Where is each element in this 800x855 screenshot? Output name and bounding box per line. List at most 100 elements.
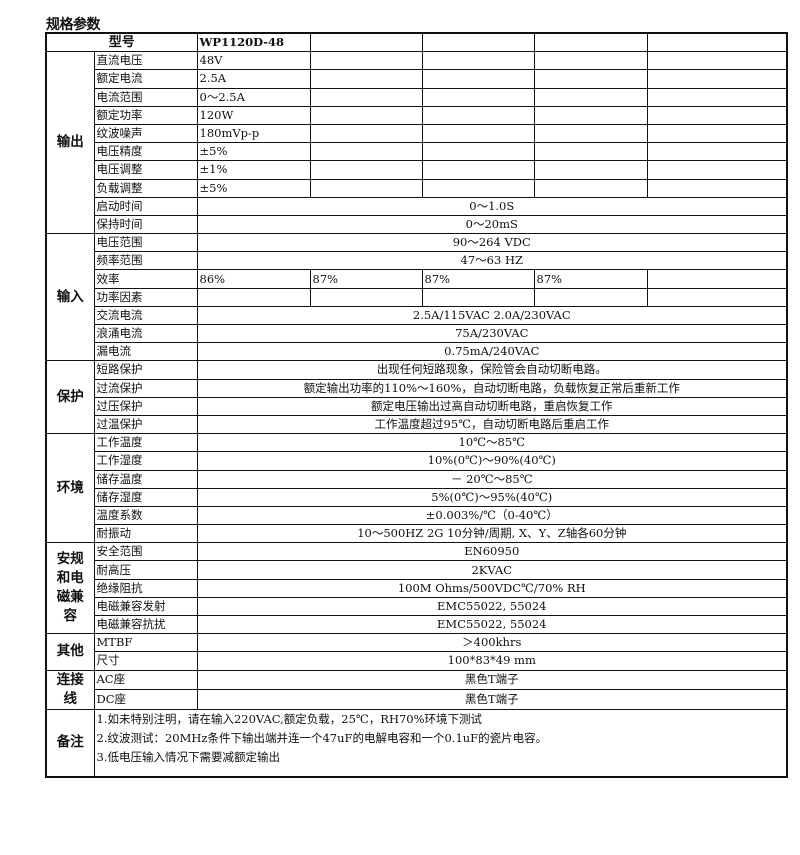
notes-row: 备注 1.如未特别注明，请在输入220VAC,额定负载，25℃，RH70%环境下测… xyxy=(45,708,788,778)
param-value-cell: 86% xyxy=(196,269,311,289)
param-value-cell xyxy=(309,105,423,125)
spec-row: 电流范围 0～2.5A xyxy=(46,87,788,107)
param-value-cell xyxy=(533,87,648,107)
spec-row: 额定电流 2.5A xyxy=(46,69,788,89)
spec-row: 耐振动 10～500HZ 2G 10分钟/周期, X、Y、Z轴各60分钟 xyxy=(46,524,788,544)
spec-row: 过压保护 额定电压输出过高自动切断电路，重启恢复工作 xyxy=(46,396,788,416)
spec-row: 电压精度 ±5% xyxy=(46,142,788,162)
spec-row: 保护 短路保护 出现任何短路现象，保险管会自动切断电路。 xyxy=(45,360,788,435)
notes-content: 1.如未特别注明，请在输入220VAC,额定负载，25℃，RH70%环境下测试 2… xyxy=(93,708,788,778)
param-value: 100*83*49 mm xyxy=(196,651,788,671)
param-value-cell xyxy=(309,69,423,89)
param-value-cell xyxy=(533,160,648,180)
param-label: 功率因素 xyxy=(93,287,198,307)
spec-row: 纹波噪声 180mVp-p xyxy=(46,123,788,144)
param-value-cell xyxy=(309,51,423,71)
spec-row: 尺寸 100*83*49 mm xyxy=(46,651,788,671)
param-value-cell xyxy=(646,142,788,162)
param-value-cell xyxy=(421,123,535,144)
param-label: DC座 xyxy=(93,689,198,710)
param-label: AC座 xyxy=(93,669,198,691)
param-label: 短路保护 xyxy=(93,360,198,380)
spec-row: 温度系数 ±0.003%/℃（0-40℃） xyxy=(46,505,788,526)
param-value: 额定电压输出过高自动切断电路，重启恢复工作 xyxy=(196,396,788,416)
note-line: 2.纹波测试：20MHz条件下输出端并连一个47uF的电解电容和一个0.1uF的… xyxy=(96,730,548,745)
model-name-cell xyxy=(533,32,648,53)
param-label: 直流电压 xyxy=(93,51,198,71)
param-value: 75A/230VAC xyxy=(196,323,788,344)
group-label: 保护 xyxy=(45,360,95,435)
spec-row: 耐高压 2KVAC xyxy=(46,560,788,580)
param-value: ±0.003%/℃（0-40℃） xyxy=(196,505,788,526)
param-label: 过压保护 xyxy=(93,396,198,416)
param-value-cell xyxy=(646,269,788,289)
param-value: － 20℃～85℃ xyxy=(196,469,788,489)
param-value-cell xyxy=(533,142,648,162)
param-label: 尺寸 xyxy=(93,651,198,671)
param-value-cell xyxy=(646,87,788,107)
param-value: 0～1.0S xyxy=(196,196,788,216)
param-label: 储存温度 xyxy=(93,469,198,489)
spec-row: 过流保护 额定输出功率的110%～160%，自动切断电路，负载恢复正常后重新工作 xyxy=(46,378,788,398)
spec-row: 环境 工作温度 10℃～85℃ xyxy=(45,433,788,544)
param-label: 工作温度 xyxy=(93,433,198,453)
model-name-cell xyxy=(309,32,423,53)
param-value: 2.5A/115VAC 2.0A/230VAC xyxy=(196,305,788,326)
param-value-cell xyxy=(421,287,535,307)
spec-row: 浪涌电流 75A/230VAC xyxy=(46,323,788,344)
param-value-cell xyxy=(309,142,423,162)
param-value-cell: 2.5A xyxy=(196,69,311,89)
param-label: 安全范围 xyxy=(93,542,198,562)
param-label: 电压调整 xyxy=(93,160,198,180)
param-label: 工作湿度 xyxy=(93,451,198,471)
param-value: 黑色T端子 xyxy=(196,689,788,710)
param-label: 频率范围 xyxy=(93,251,198,271)
group-label: 安规和电磁兼容 xyxy=(45,542,95,635)
param-value: 出现任何短路现象，保险管会自动切断电路。 xyxy=(196,360,788,380)
model-name-cell xyxy=(421,32,535,53)
group-label: 输出 xyxy=(45,51,95,235)
param-value-cell xyxy=(421,160,535,180)
spec-row: 功率因素 xyxy=(46,287,788,307)
param-label: 启动时间 xyxy=(93,196,198,216)
param-value-cell xyxy=(533,123,648,144)
param-value-cell xyxy=(309,287,423,307)
model-name-cell xyxy=(646,32,788,53)
param-value: 90～264 VDC xyxy=(196,233,788,253)
param-value: 2KVAC xyxy=(196,560,788,580)
spec-table: 型号 WP1120D-48 输出 直流电压 48V 额定电流 2.5A 电流范围 0～2.5A 额… xyxy=(45,32,789,778)
param-value-cell xyxy=(646,178,788,198)
param-label: 电流范围 xyxy=(93,87,198,107)
param-label: 绝缘阻抗 xyxy=(93,578,198,598)
param-value-cell xyxy=(309,178,423,198)
spec-row: 交流电流 2.5A/115VAC 2.0A/230VAC xyxy=(46,305,788,326)
spec-row: DC座 黑色T端子 xyxy=(46,689,788,710)
param-value-cell xyxy=(421,105,535,125)
group-label: 环境 xyxy=(45,433,95,544)
param-value: EMC55022, 55024 xyxy=(196,596,788,617)
spec-row: 安规和电磁兼容 安全范围 EN60950 xyxy=(45,542,788,635)
spec-row: 保持时间 0～20mS xyxy=(46,214,788,235)
param-value-cell xyxy=(646,105,788,125)
param-value: 黑色T端子 xyxy=(196,669,788,691)
param-value-cell xyxy=(646,160,788,180)
spec-row: 电磁兼容发射 EMC55022, 55024 xyxy=(46,596,788,617)
param-value: ＞400khrs xyxy=(196,633,788,653)
param-label: 额定电流 xyxy=(93,69,198,89)
spec-row: 其他 MTBF ＞400khrs xyxy=(45,633,788,671)
param-value-cell xyxy=(309,123,423,144)
spec-row: 额定功率 120W xyxy=(46,105,788,125)
param-value-cell: 48V xyxy=(196,51,311,71)
param-value: EMC55022, 55024 xyxy=(196,614,788,635)
param-label: 交流电流 xyxy=(93,305,198,326)
notes-label: 备注 xyxy=(45,708,95,778)
group-label: 输入 xyxy=(45,233,95,362)
param-value: EN60950 xyxy=(196,542,788,562)
param-value-cell xyxy=(533,178,648,198)
param-value-cell: ±1% xyxy=(196,160,311,180)
param-value-cell xyxy=(421,142,535,162)
param-value-cell: ±5% xyxy=(196,178,311,198)
param-value: 5%(0℃)～95%(40℃) xyxy=(196,487,788,507)
param-value-cell xyxy=(646,123,788,144)
param-label: 额定功率 xyxy=(93,105,198,125)
